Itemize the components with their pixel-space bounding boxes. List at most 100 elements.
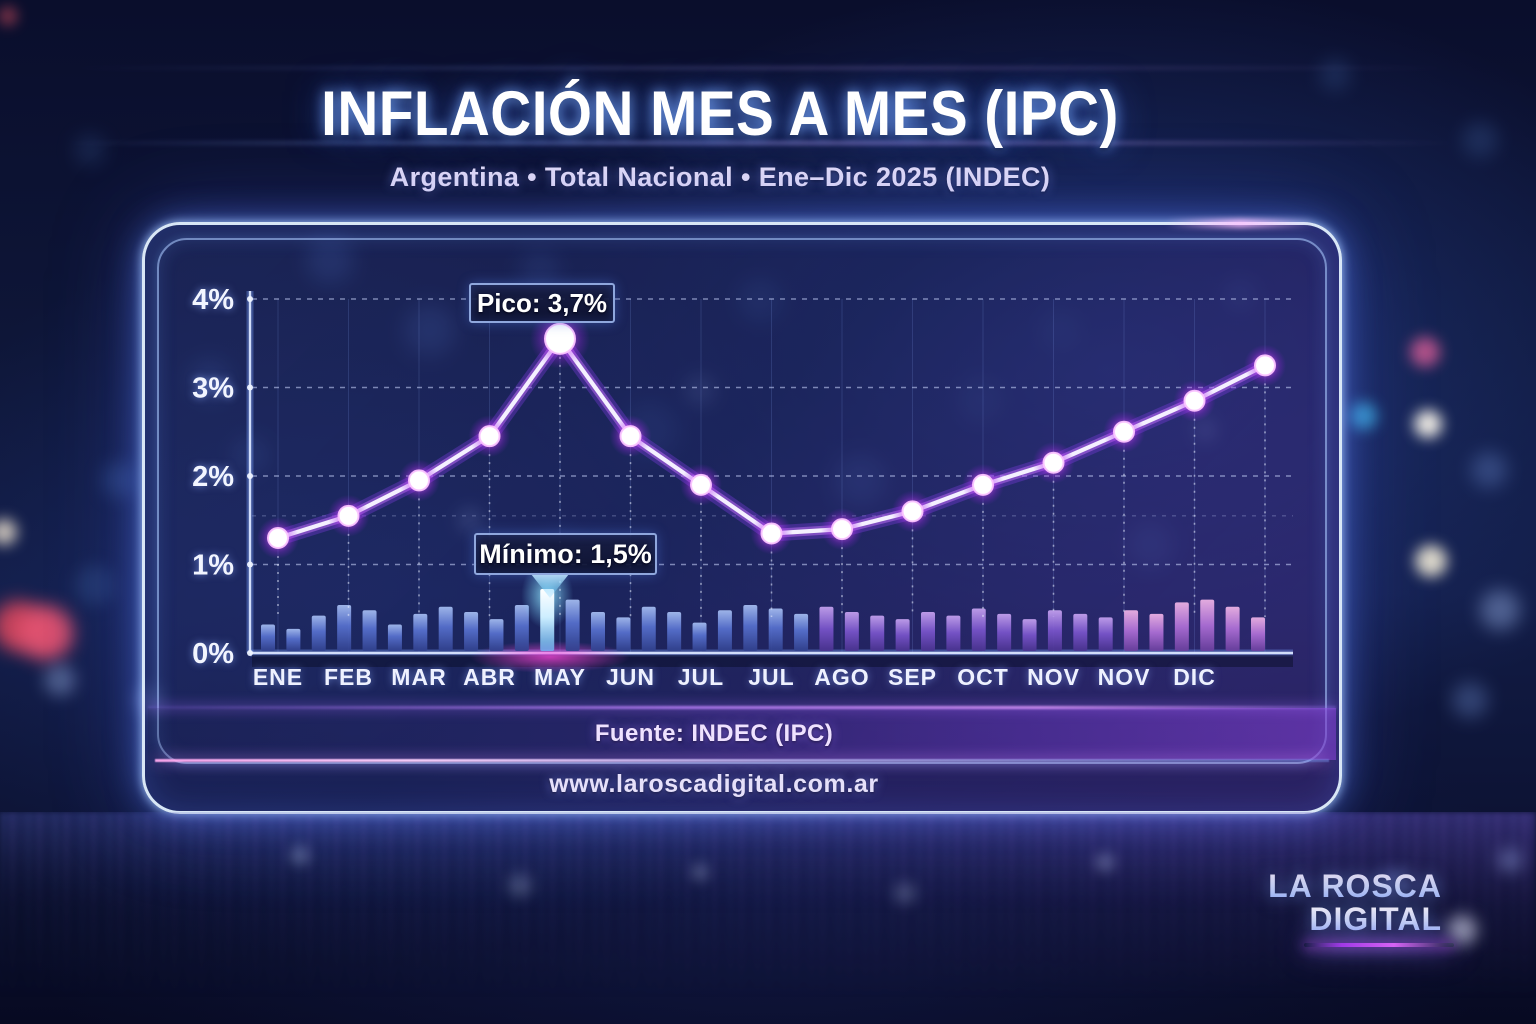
baseline-bar bbox=[1124, 610, 1139, 651]
axis-magenta-glow bbox=[470, 641, 630, 673]
baseline-bar bbox=[971, 608, 986, 651]
bokeh-light bbox=[0, 601, 43, 651]
data-point bbox=[690, 473, 712, 496]
baseline-bar bbox=[1047, 610, 1062, 651]
data-point bbox=[1042, 451, 1065, 474]
bokeh-light bbox=[1410, 337, 1440, 367]
baseline-bar bbox=[261, 624, 275, 651]
source-text: Fuente: INDEC (IPC) bbox=[594, 720, 834, 747]
baseline-bar bbox=[1098, 617, 1113, 651]
data-point bbox=[267, 526, 289, 549]
peak-callout-label: Pico: 3,7% bbox=[476, 287, 608, 318]
baseline-bar bbox=[362, 610, 377, 651]
y-axis-label: 0% bbox=[192, 638, 234, 670]
x-axis-label: NOV bbox=[1098, 664, 1151, 690]
bokeh-light bbox=[1415, 545, 1447, 577]
bokeh-light bbox=[1414, 410, 1442, 438]
axis-tick-dot bbox=[247, 296, 253, 302]
data-point bbox=[544, 322, 576, 355]
page-title: INFLACIÓN MES A MES (IPC) bbox=[321, 79, 1119, 149]
data-point bbox=[408, 469, 430, 492]
data-point bbox=[760, 522, 783, 545]
y-axis-label: 3% bbox=[192, 373, 234, 405]
baseline-bar bbox=[1200, 599, 1215, 651]
baseline-bar bbox=[717, 610, 732, 651]
minimum-callout-label: Mínimo: 1,5% bbox=[479, 538, 652, 569]
data-point bbox=[1113, 420, 1135, 443]
bokeh-light bbox=[0, 519, 17, 545]
light-streak bbox=[0, 141, 1536, 145]
baseline-bar bbox=[565, 599, 580, 651]
baseline-bar bbox=[1022, 619, 1037, 651]
inflation-line-chart: 4% 3% 2% 1% 0% ENE FEB MAR ABR MAY JUN JUL JUL AGO SEP… bbox=[192, 284, 1293, 690]
baseline-bar bbox=[819, 606, 834, 651]
y-axis-label: 4% bbox=[192, 284, 234, 316]
bokeh-light bbox=[75, 565, 115, 605]
baseline-bar bbox=[311, 615, 326, 651]
baseline-bar bbox=[514, 604, 529, 651]
x-axis-label: MAY bbox=[534, 664, 586, 690]
baseline-bar bbox=[387, 624, 402, 651]
data-point bbox=[337, 504, 360, 527]
baseline-bar bbox=[1149, 613, 1164, 651]
baseline-bar bbox=[641, 606, 656, 651]
x-axis-label: ENE bbox=[253, 664, 303, 690]
baseline-bar bbox=[286, 628, 301, 651]
bokeh-light bbox=[102, 462, 138, 498]
baseline-bar bbox=[413, 613, 428, 651]
x-axis-label: SEP bbox=[888, 664, 937, 690]
page-subtitle: Argentina • Total Nacional • Ene–Dic 202… bbox=[389, 162, 1051, 192]
baseline-bar bbox=[438, 606, 453, 651]
baseline-bar bbox=[844, 612, 859, 651]
bokeh-light bbox=[44, 664, 76, 696]
axis-tick-dot bbox=[247, 473, 253, 479]
bokeh-light bbox=[1349, 402, 1377, 430]
bokeh-light bbox=[1462, 122, 1498, 158]
baseline-bar bbox=[1174, 602, 1189, 651]
bokeh-light bbox=[0, 6, 18, 26]
baseline-bar bbox=[616, 617, 631, 651]
baseline-bar bbox=[337, 604, 352, 651]
data-point bbox=[1183, 389, 1206, 412]
baseline-bar bbox=[997, 613, 1012, 651]
axis-tick-dot bbox=[247, 384, 253, 391]
axis-tick-dot bbox=[247, 650, 253, 656]
y-axis-label: 2% bbox=[192, 461, 234, 493]
bokeh-light bbox=[19, 606, 73, 660]
x-axis-label: OCT bbox=[957, 664, 1009, 690]
data-point bbox=[972, 473, 994, 496]
x-axis-label: JUN bbox=[606, 664, 655, 690]
baseline-bar bbox=[921, 612, 935, 651]
baseline-bar bbox=[743, 604, 758, 651]
baseline-bar bbox=[591, 612, 605, 651]
baseline-bar bbox=[1073, 613, 1088, 651]
x-axis-label: JUL bbox=[748, 664, 794, 690]
source-band: Fuente: INDEC (IPC) bbox=[148, 708, 1336, 760]
data-point bbox=[831, 518, 853, 541]
y-axis-label: 1% bbox=[192, 550, 234, 582]
x-axis-label: DIC bbox=[1173, 664, 1216, 690]
baseline-bar bbox=[1225, 606, 1240, 651]
baseline-bar bbox=[1251, 617, 1265, 651]
baseline-bar bbox=[667, 612, 682, 651]
minimum-pointer-wedge bbox=[531, 574, 569, 598]
x-axis-label: MAR bbox=[391, 664, 446, 690]
chart-panel: 4% 3% 2% 1% 0% ENE FEB MAR ABR MAY JUN JUL JUL AGO SEP… bbox=[142, 219, 1342, 814]
minimum-callout: Mínimo: 1,5% bbox=[474, 533, 657, 575]
baseline-bar bbox=[794, 613, 809, 651]
data-point bbox=[901, 500, 924, 523]
panel-inner-frame bbox=[157, 238, 1327, 764]
baseline-bar bbox=[692, 622, 707, 651]
data-point bbox=[1254, 354, 1276, 377]
bokeh-light bbox=[1480, 590, 1520, 630]
x-axis-label: ABR bbox=[463, 664, 516, 690]
panel-flare bbox=[1165, 219, 1315, 228]
data-point bbox=[478, 425, 501, 448]
divider-glow-line bbox=[155, 759, 1329, 762]
x-axis-label: AGO bbox=[814, 664, 869, 690]
x-axis-label: FEB bbox=[324, 664, 373, 690]
baseline-bar bbox=[895, 619, 910, 651]
baseline-bar bbox=[768, 608, 783, 651]
baseline-bar bbox=[870, 615, 885, 651]
